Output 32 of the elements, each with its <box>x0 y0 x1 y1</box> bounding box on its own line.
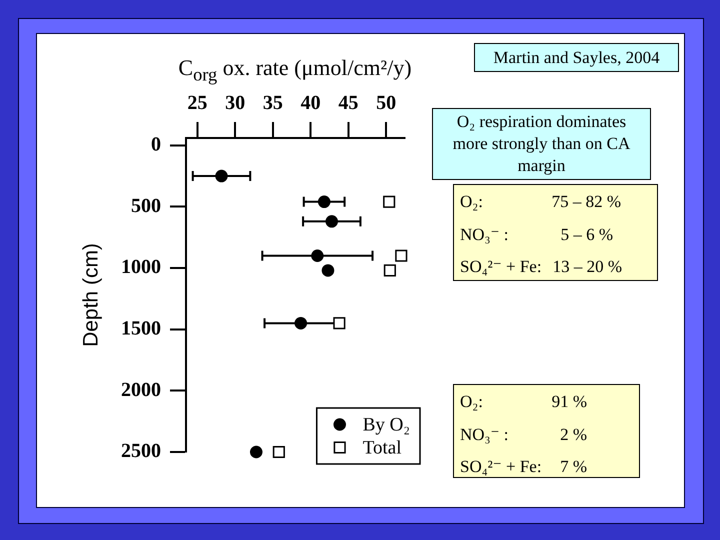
x-axis-title: C$_{org}$ ox. rate (μmol/cm²/y) <box>177 55 413 86</box>
point <box>322 264 334 277</box>
point <box>395 250 408 262</box>
point <box>311 250 324 262</box>
point <box>384 264 396 277</box>
y-tick-label: 1500 <box>121 318 161 340</box>
point <box>333 317 346 330</box>
point <box>326 215 338 228</box>
legend-label: By O₂ <box>362 414 410 436</box>
point <box>215 170 228 182</box>
point <box>294 316 308 330</box>
y-tick-label: 2000 <box>121 378 161 401</box>
x-tick-label: 30 <box>225 92 246 114</box>
y-axis-title: Depth (cm) <box>79 243 102 347</box>
legend-label: Total <box>362 437 402 458</box>
x-tick-label: 35 <box>262 92 283 114</box>
point <box>272 446 285 458</box>
y-tick-label: 2500 <box>121 440 161 462</box>
y-tick-label: 1000 <box>121 256 161 278</box>
y-tick-label: 0 <box>151 134 161 156</box>
citation-box: Martin and Sayles, 2004 <box>474 43 679 72</box>
x-tick-label: 50 <box>376 92 396 114</box>
point <box>318 196 330 208</box>
x-tick-label: 40 <box>300 92 321 114</box>
point <box>383 196 396 208</box>
x-tick-label: 25 <box>187 92 208 114</box>
callout-box: O₂ respiration dominates more strongly than on CA margin <box>432 108 651 180</box>
percent-table: O₂: 91 % NO₃⁻ : 2 % SO₄²⁻ + Fe: 7 % <box>453 384 640 478</box>
x-tick-label: 45 <box>338 92 358 114</box>
percent-table: O₂: 75 – 82 % NO₃⁻ : 5 – 6 % SO₄²⁻ + Fe: 13 – 20 % <box>453 184 658 281</box>
y-tick-label: 500 <box>131 194 161 217</box>
point <box>250 446 262 458</box>
